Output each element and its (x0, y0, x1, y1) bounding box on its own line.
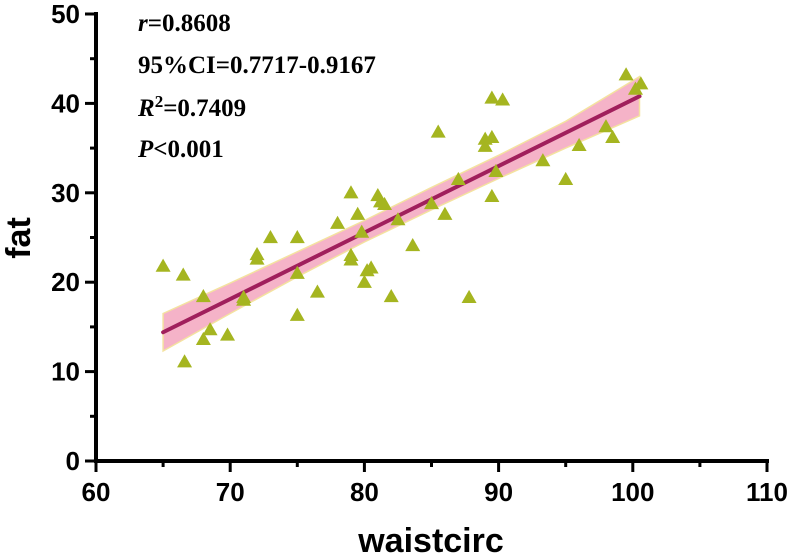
x-tick-label: 90 (484, 477, 513, 507)
data-point (484, 90, 500, 104)
y-tick-label: 50 (51, 0, 80, 29)
data-point (202, 322, 218, 336)
data-point (618, 67, 634, 81)
x-axis-title: waistcirc (357, 522, 504, 557)
data-point (484, 188, 500, 203)
data-point (437, 206, 453, 220)
data-point (289, 307, 305, 321)
x-tick-label: 70 (216, 477, 245, 507)
stat-p-value: <0.001 (153, 136, 224, 163)
data-point (249, 251, 265, 265)
y-tick-label: 40 (51, 88, 80, 118)
data-point (343, 185, 359, 199)
stat-p-symbol: P (137, 136, 154, 163)
data-point (220, 327, 236, 341)
data-point (377, 196, 393, 211)
data-point (558, 171, 574, 186)
stat-p: P<0.001 (137, 136, 224, 163)
data-point (390, 212, 406, 226)
data-point (430, 124, 446, 138)
data-point (356, 274, 372, 288)
y-tick-label: 30 (51, 178, 80, 208)
data-point (383, 289, 399, 303)
stat-r: r=0.8608 (138, 10, 231, 37)
data-point (289, 230, 305, 244)
x-tick-label: 100 (611, 477, 654, 507)
stat-r2-symbol: R (137, 95, 155, 122)
data-point (262, 230, 278, 244)
data-point (477, 138, 493, 152)
data-point (236, 289, 252, 304)
stat-r-value: =0.8608 (148, 10, 231, 37)
y-axis-title: fat (0, 217, 38, 259)
data-point (175, 267, 191, 281)
stat-r2-value: =0.7409 (163, 95, 246, 122)
y-tick-label: 10 (51, 357, 80, 387)
data-point (484, 129, 500, 143)
data-point (461, 289, 477, 304)
y-tick-label: 20 (51, 267, 80, 297)
data-point (405, 238, 421, 252)
data-point (354, 224, 370, 238)
data-point (289, 265, 305, 279)
data-point (363, 260, 379, 274)
fit-line-layer (161, 94, 642, 335)
x-tick-label: 60 (82, 477, 111, 507)
data-point (535, 153, 551, 167)
data-points-layer (155, 67, 649, 368)
stat-r-symbol: r (138, 10, 148, 37)
data-point (350, 206, 366, 220)
data-point (424, 196, 439, 210)
data-point (450, 171, 466, 186)
data-point (633, 76, 649, 90)
stat-r2: R2=0.7409 (137, 92, 246, 122)
x-tick-label: 110 (746, 477, 788, 507)
data-point (330, 215, 346, 229)
data-point (495, 92, 511, 106)
stat-ci: 95%CI=0.7717-0.9167 (138, 52, 376, 79)
y-tick-label: 0 (66, 446, 80, 476)
data-point (571, 137, 587, 152)
data-point (195, 289, 211, 303)
data-point (488, 163, 504, 177)
data-point (155, 258, 171, 272)
x-tick-label: 80 (350, 477, 379, 507)
axes: 0 10 20 30 40 50 60 70 80 90 100 110 (51, 0, 788, 507)
data-point (195, 331, 211, 346)
data-point (177, 354, 193, 368)
data-point (343, 252, 359, 266)
stats-annotation: r=0.8608 95%CI=0.7717-0.9167 R2=0.7409 P… (137, 10, 376, 163)
stat-r2-superscript: 2 (155, 92, 164, 111)
data-point (309, 284, 325, 298)
regression-line (161, 94, 642, 335)
data-point (605, 129, 621, 143)
data-point (598, 119, 614, 133)
